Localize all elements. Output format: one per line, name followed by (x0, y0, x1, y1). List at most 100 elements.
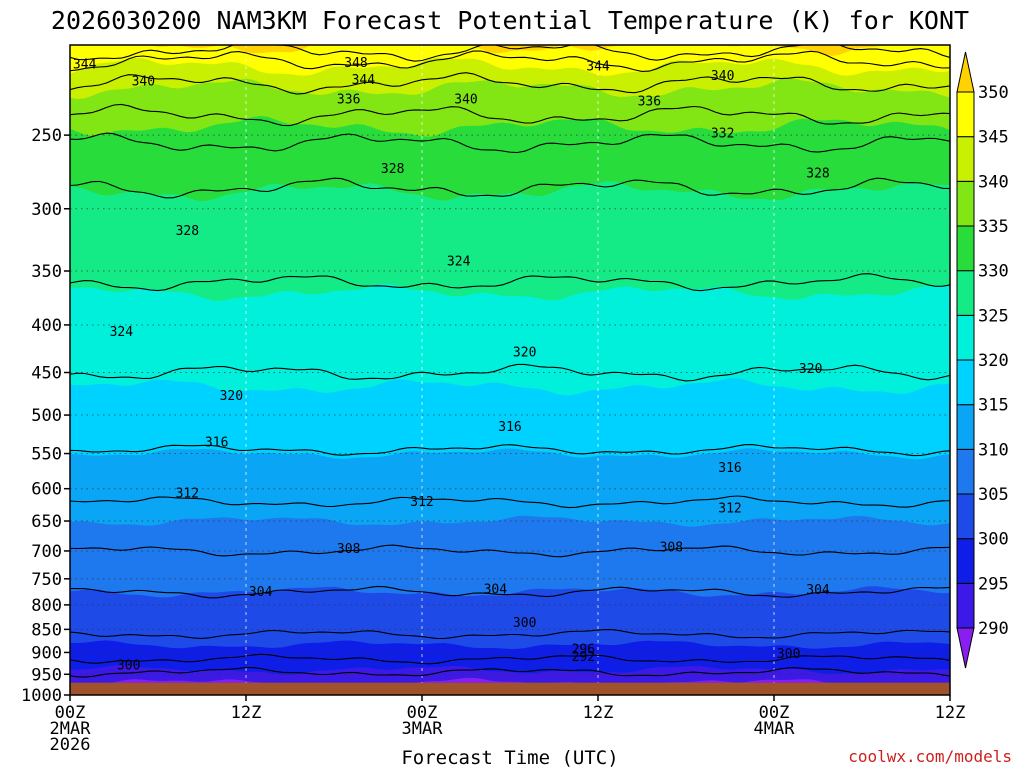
y-tick-label-800: 800 (31, 596, 62, 616)
contour-label-312: 312 (176, 486, 199, 501)
contour-label-344: 344 (352, 73, 376, 88)
contour-label-300: 300 (513, 616, 536, 631)
colorbar-swatch-335 (956, 180, 975, 227)
colorbar-label-300: 300 (978, 530, 1009, 550)
x-tick-label-h24-1: 3MAR (402, 719, 444, 739)
contour-label-308: 308 (337, 542, 360, 557)
colorbar-swatch-345 (956, 91, 975, 138)
y-tick-label-500: 500 (31, 406, 62, 426)
x-axis-label: Forecast Time (UTC) (401, 747, 618, 768)
contour-label-320: 320 (799, 362, 822, 377)
isotherm-312 (70, 495, 950, 509)
colorbar-label-325: 325 (978, 306, 1009, 326)
contour-label-340: 340 (454, 93, 477, 108)
contour-label-296: 296 (572, 642, 595, 657)
isotherm-348 (70, 45, 950, 62)
x-tick-label-h36-0: 12Z (583, 703, 614, 723)
x-tick-label-h12-0: 12Z (231, 703, 262, 723)
isotherm-300 (70, 629, 950, 640)
credit-text: coolwx.com/models (848, 747, 1012, 766)
y-tick-label-350: 350 (31, 262, 62, 282)
colorbar-swatch-300 (956, 493, 975, 540)
colorbar-label-335: 335 (978, 217, 1009, 237)
y-tick-label-450: 450 (31, 364, 62, 384)
y-tick-label-1000: 1000 (21, 686, 62, 706)
isotherm-344 (70, 50, 950, 72)
y-tick-label-950: 950 (31, 665, 62, 685)
colorbar-swatch-330 (956, 225, 975, 272)
contour-label-316: 316 (498, 420, 521, 435)
contour-label-316: 316 (718, 461, 741, 476)
colorbar-swatch-315 (956, 359, 975, 406)
contour-label-340: 340 (132, 75, 155, 90)
contour-label-316: 316 (205, 435, 228, 450)
contour-label-336: 336 (638, 94, 661, 109)
isotherm-304 (70, 585, 950, 599)
colorbar-label-290: 290 (978, 619, 1009, 639)
contour-label-304: 304 (484, 582, 508, 597)
isotherm-320 (70, 363, 950, 382)
contour-label-300: 300 (117, 659, 140, 674)
contour-label-336: 336 (337, 93, 360, 108)
isotherm-328 (70, 177, 950, 199)
y-tick-label-250: 250 (31, 126, 62, 146)
y-tick-label-850: 850 (31, 620, 62, 640)
colorbar-label-340: 340 (978, 172, 1009, 192)
contour-label-344: 344 (73, 58, 97, 73)
colorbar-label-345: 345 (978, 128, 1009, 148)
isotherm-296 (70, 653, 950, 665)
isotherm-336 (70, 103, 950, 127)
colorbar-swatch-320 (956, 314, 975, 361)
contour-label-320: 320 (220, 389, 243, 404)
contour-label-304: 304 (806, 583, 830, 598)
x-tick-label-h0-0: 00Z (55, 703, 86, 723)
y-tick-label-900: 900 (31, 643, 62, 663)
x-tick-label-h0-2: 2026 (50, 735, 91, 755)
contour-label-312: 312 (410, 495, 433, 510)
contour-label-312: 312 (718, 501, 741, 516)
colorbar-label-350: 350 (978, 83, 1009, 103)
contour-label-300: 300 (777, 647, 800, 662)
contour-label-324: 324 (447, 255, 471, 270)
x-tick-label-h0-1: 2MAR (50, 719, 92, 739)
colorbar-label-320: 320 (978, 351, 1009, 371)
contour-label-344: 344 (586, 60, 610, 75)
contour-label-304: 304 (249, 585, 273, 600)
contour-label-328: 328 (381, 162, 404, 177)
isotherm-332 (70, 132, 950, 154)
y-tick-label-650: 650 (31, 512, 62, 532)
y-tick-label-750: 750 (31, 570, 62, 590)
y-tick-label-300: 300 (31, 200, 62, 220)
contour-label-292: 292 (572, 650, 595, 665)
colorbar-label-310: 310 (978, 440, 1009, 460)
chart-title: 2026030200 NAM3KM Forecast Potential Tem… (51, 6, 969, 35)
x-tick-label-h60-0: 12Z (935, 703, 966, 723)
band-below-290 (70, 677, 950, 683)
colorbar-label-330: 330 (978, 262, 1009, 282)
colorbar-over (956, 51, 975, 93)
colorbar-swatch-310 (956, 404, 975, 450)
contour-label-324: 324 (110, 325, 134, 340)
contour-label-328: 328 (176, 224, 199, 239)
colorbar-swatch-305 (956, 448, 975, 495)
y-tick-label-400: 400 (31, 316, 62, 336)
contour-label-340: 340 (711, 69, 734, 84)
surface-terrain (70, 682, 950, 695)
contour-label-320: 320 (513, 345, 536, 360)
x-tick-label-h24-0: 00Z (407, 703, 438, 723)
colorbar-label-305: 305 (978, 485, 1009, 505)
isotherm-292 (70, 667, 950, 678)
colorbar-swatch-295 (956, 538, 975, 584)
colorbar-swatch-325 (956, 270, 975, 316)
colorbar-swatch-340 (956, 136, 975, 182)
contour-label-348: 348 (344, 56, 367, 71)
plot-frame (69, 44, 951, 696)
colorbar-label-295: 295 (978, 574, 1009, 594)
y-tick-label-700: 700 (31, 542, 62, 562)
isotherm-316 (70, 444, 950, 457)
y-tick-label-550: 550 (31, 445, 62, 465)
isotherm-340 (70, 72, 950, 95)
plot-area: 344 348 344 344 340 340 340 336 336 332 328 328 328 3… (70, 45, 950, 695)
contour-label-328: 328 (806, 167, 829, 182)
